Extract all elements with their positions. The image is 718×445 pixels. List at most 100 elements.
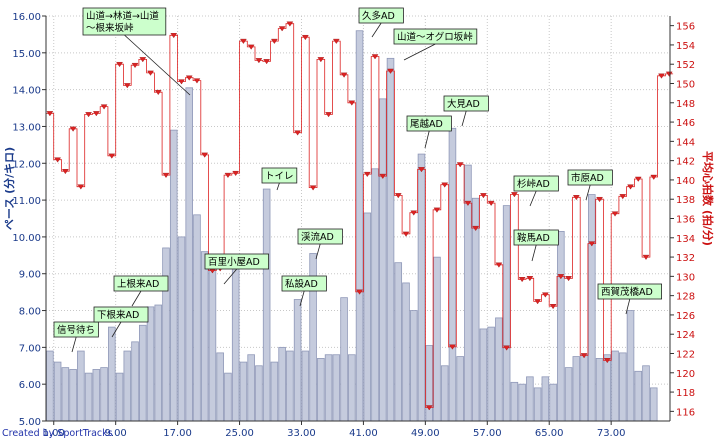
- pace-bar: [533, 387, 542, 422]
- pace-bar: [502, 205, 511, 422]
- annotation-box: [513, 175, 559, 192]
- annotation-text: 鞍馬AD: [517, 232, 550, 244]
- x-tick-label: 33.00: [287, 428, 316, 439]
- left-tick-label: 5.00: [19, 417, 41, 428]
- pace-bar: [317, 358, 325, 422]
- heart-rate-point: [410, 210, 418, 216]
- right-tick-label: 132: [676, 253, 695, 264]
- right-tick-label: 144: [676, 137, 695, 148]
- annotation-pointer: [625, 298, 631, 315]
- heart-rate-point: [511, 192, 518, 198]
- annotation-text: 山道～オグロ坂峠: [397, 31, 473, 43]
- pace-bar: [162, 247, 170, 422]
- heart-rate-point: [85, 112, 92, 118]
- pace-bar: [394, 262, 403, 422]
- annotation-box: [93, 306, 149, 323]
- heart-rate-point: [178, 79, 185, 85]
- right-tick-label: 130: [676, 272, 695, 283]
- annotation-text: トイレ: [265, 171, 294, 182]
- x-tick-label: 25.00: [225, 428, 254, 439]
- heart-rate-point: [619, 194, 627, 200]
- right-axis-label: 平均心拍数 (拍/分): [701, 151, 715, 246]
- heart-rate-point: [201, 152, 209, 158]
- pace-bar: [572, 356, 581, 422]
- x-tick-label: 41.00: [349, 428, 378, 439]
- heart-rate-point: [402, 231, 410, 237]
- heart-rate-point: [92, 111, 100, 117]
- pace-bar: [549, 383, 557, 422]
- heart-rate-point: [596, 197, 603, 203]
- heart-rate-point: [139, 57, 147, 63]
- heart-rate-point: [154, 89, 162, 96]
- heart-rate-point: [162, 172, 170, 178]
- x-tick-label: 9.00: [105, 428, 127, 439]
- right-tick-label: 146: [676, 118, 695, 129]
- pace-bar: [262, 188, 271, 422]
- annotation-text: 杉峠AD: [517, 178, 550, 190]
- heart-rate-point: [100, 104, 108, 110]
- heart-rate-point: [572, 195, 580, 201]
- heart-rate-point: [603, 358, 611, 364]
- annotation-pointer: [223, 268, 238, 285]
- left-axis-ticks: 5.00 6.00 7.00 8.00 9.00 10.00 11.00 12.00 13.00…: [12, 12, 46, 428]
- right-tick-label: 150: [676, 80, 695, 91]
- right-tick-label: 140: [676, 176, 695, 187]
- pace-bar: [177, 236, 186, 422]
- heart-rate-point: [301, 35, 309, 41]
- right-axis-ticks: 116 118 120 122 124 126 128 130 132 134 136 138 140 1…: [670, 22, 695, 418]
- right-tick-label: 118: [676, 388, 695, 399]
- annotation: 西賀茂橋AD: [597, 283, 662, 315]
- annotation-pointer: [71, 336, 77, 353]
- heart-rate-point: [418, 167, 425, 173]
- heart-rate-point: [232, 170, 240, 177]
- pace-bar: [487, 326, 495, 422]
- pace-bar: [169, 129, 178, 422]
- pace-bar: [448, 127, 457, 422]
- heart-rate-point: [317, 57, 325, 63]
- heart-rate-point: [518, 277, 526, 283]
- pace-bar: [386, 57, 395, 422]
- pace-bar: [495, 317, 503, 422]
- left-tick-label: 14.00: [12, 86, 41, 97]
- pace-bar: [417, 153, 426, 422]
- annotation-pointer: [529, 190, 537, 207]
- x-axis-ticks: 1.00 9.00 17.00 25.00 33.00 41.00 49.00 57.00 65…: [43, 421, 625, 439]
- heart-rate-point: [286, 21, 294, 27]
- pace-bar: [603, 354, 612, 422]
- pace-bar: [340, 297, 348, 422]
- pace-bar: [634, 370, 643, 422]
- right-tick-label: 126: [676, 311, 695, 322]
- pace-bar: [185, 87, 193, 422]
- heart-rate-point: [557, 274, 565, 280]
- left-tick-label: 8.00: [19, 307, 41, 318]
- annotation-box: [82, 7, 167, 36]
- heart-rate-point: [611, 211, 619, 217]
- annotation-pointer: [276, 182, 280, 191]
- pace-bar: [231, 265, 240, 422]
- annotation-text: 西賀茂橋AD: [601, 286, 653, 298]
- pace-bar: [100, 367, 108, 422]
- annotation-text: 下根来AD: [97, 309, 139, 321]
- pace-bar: [456, 356, 464, 422]
- pace-bar: [115, 372, 124, 422]
- annotation-pointer: [124, 34, 191, 96]
- right-tick-label: 116: [676, 407, 695, 418]
- pace-bar: [239, 361, 248, 422]
- right-tick-label: 156: [676, 22, 695, 33]
- pace-bar: [588, 194, 596, 422]
- annotation: 百里小屋AD: [204, 253, 269, 285]
- heart-rate-point: [534, 299, 541, 305]
- left-tick-label: 16.00: [12, 12, 41, 23]
- pace-bar: [332, 354, 341, 422]
- heart-rate-point: [131, 62, 139, 69]
- heart-rate-point: [123, 83, 131, 89]
- pace-bar: [77, 350, 85, 422]
- pace-bar: [255, 365, 263, 422]
- pace-bar: [69, 369, 77, 422]
- x-tick-label: 57.00: [473, 428, 502, 439]
- annotation-text: 尾越AD: [410, 118, 443, 130]
- annotation: 鞍馬AD: [513, 229, 559, 262]
- heart-rate-point: [588, 241, 596, 247]
